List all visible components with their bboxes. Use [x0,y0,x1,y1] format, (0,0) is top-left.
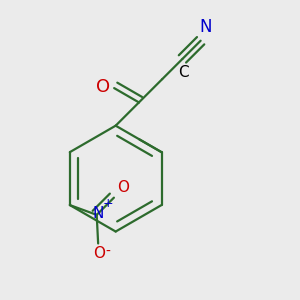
Text: +: + [103,197,114,210]
Text: -: - [105,245,110,259]
Text: N: N [200,18,212,36]
Text: N: N [92,206,104,221]
Text: C: C [178,65,189,80]
Text: O: O [96,78,110,96]
Text: O: O [117,180,129,195]
Text: O: O [94,246,106,261]
